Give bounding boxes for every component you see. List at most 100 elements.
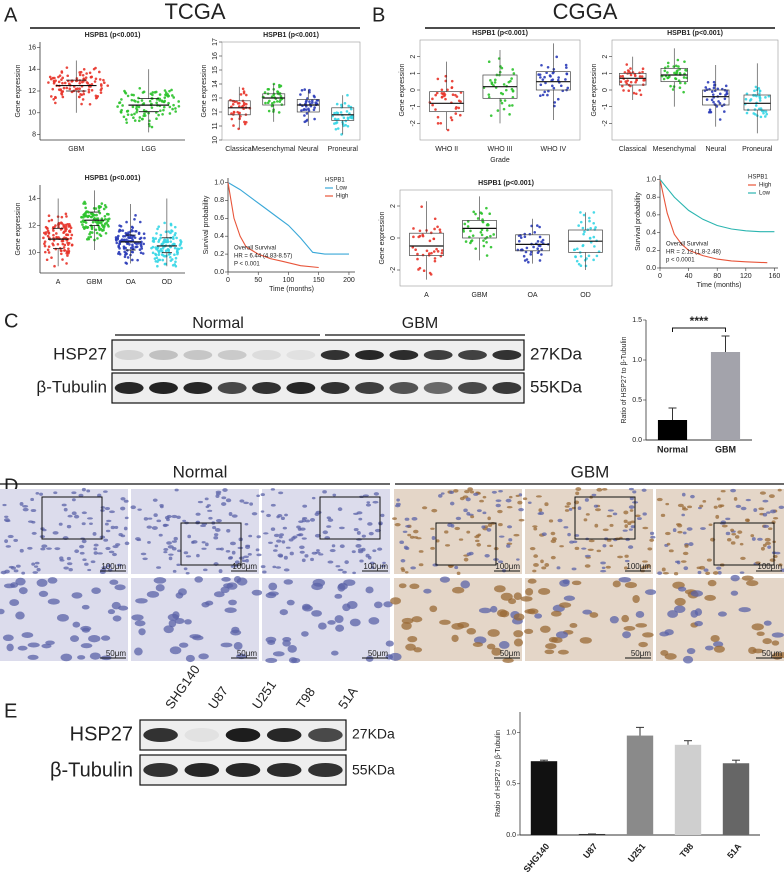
nucleus [635, 611, 645, 618]
jitter-dot [704, 86, 708, 89]
nucleus [668, 549, 674, 553]
nucleus [518, 508, 524, 512]
nucleus [418, 550, 424, 553]
chart-title: HSPB1 (p<0.001) [472, 30, 528, 37]
nucleus [183, 567, 188, 571]
blot-band [355, 350, 384, 360]
jitter-dot [65, 66, 69, 69]
jitter-dot [138, 237, 142, 241]
legend-label: High [759, 183, 771, 189]
nucleus [642, 526, 649, 530]
jitter-dot [66, 74, 70, 78]
nucleus [635, 514, 641, 518]
jitter-dot [725, 91, 729, 95]
nucleus [672, 528, 677, 533]
x-tick-label: 200 [343, 277, 355, 284]
jitter-dot [89, 235, 93, 239]
jitter-dot [634, 80, 637, 84]
size-label: 55KDa [352, 762, 395, 778]
jitter-dot [119, 111, 123, 114]
nucleus [260, 510, 265, 513]
nucleus [538, 587, 551, 595]
box [262, 93, 286, 106]
nucleus [563, 595, 576, 601]
nucleus [596, 487, 603, 492]
jitter-dot [435, 91, 439, 95]
jitter-dot [99, 91, 103, 94]
y-tick-label: 11 [212, 122, 219, 129]
jitter-dot [540, 253, 543, 256]
ihc-tile: 50μm [656, 574, 784, 664]
nucleus [708, 523, 713, 526]
nucleus [602, 544, 607, 548]
jitter-dot [176, 249, 179, 252]
jitter-dot [97, 220, 100, 224]
jitter-dot [439, 121, 443, 125]
jitter-dot [163, 96, 167, 99]
nucleus [513, 638, 524, 647]
jitter-dot [753, 89, 756, 93]
nucleus [131, 614, 144, 621]
nucleus [359, 559, 364, 563]
jitter-dot [496, 109, 500, 112]
nucleus [500, 592, 513, 601]
jitter-dot [276, 100, 279, 103]
nucleus [228, 512, 233, 516]
annotation: Overall Survival [234, 246, 276, 252]
nucleus [153, 513, 158, 518]
nucleus [66, 556, 71, 561]
nucleus [628, 487, 634, 491]
jitter-dot [84, 202, 87, 205]
nucleus [466, 552, 472, 556]
nucleus [220, 586, 230, 594]
jitter-dot [103, 214, 107, 218]
nucleus [123, 499, 129, 503]
nucleus [568, 507, 573, 511]
jitter-dot [125, 220, 128, 224]
jitter-dot [446, 128, 450, 132]
jitter-dot [163, 89, 167, 92]
nucleus [751, 537, 756, 541]
nucleus [185, 555, 192, 558]
jitter-dot [346, 93, 349, 97]
nucleus [606, 514, 613, 518]
jitter-dot [671, 88, 675, 91]
jitter-dot [172, 237, 175, 241]
nucleus [681, 513, 685, 517]
nucleus [33, 565, 39, 568]
jitter-dot [500, 66, 504, 70]
nucleus [755, 561, 761, 565]
jitter-dot [81, 73, 85, 77]
legend-title: HSPB1 [325, 178, 345, 184]
jitter-dot [464, 240, 468, 243]
jitter-dot [457, 106, 461, 110]
x-tick-label: 40 [685, 273, 693, 280]
jitter-dot [454, 107, 458, 110]
nucleus [138, 628, 146, 636]
jitter-dot [583, 230, 586, 234]
nucleus [267, 640, 276, 645]
panel-label: E [4, 700, 17, 722]
jitter-dot [303, 108, 306, 111]
nucleus [237, 546, 244, 550]
nucleus [764, 537, 771, 542]
jitter-dot [102, 78, 105, 82]
nucleus [88, 635, 101, 643]
jitter-dot [166, 95, 170, 98]
jitter-dot [143, 112, 146, 115]
nucleus [184, 619, 192, 625]
nucleus [361, 534, 366, 538]
jitter-dot [107, 225, 110, 228]
jitter-dot [155, 117, 158, 121]
nucleus [527, 501, 532, 505]
blot-band [308, 763, 343, 777]
nucleus [559, 602, 572, 608]
nucleus [470, 515, 475, 519]
nucleus [513, 533, 520, 537]
jitter-dot [433, 259, 437, 263]
jitter-dot [116, 236, 119, 240]
nucleus [195, 512, 201, 516]
jitter-dot [164, 240, 168, 244]
bar [722, 763, 750, 835]
